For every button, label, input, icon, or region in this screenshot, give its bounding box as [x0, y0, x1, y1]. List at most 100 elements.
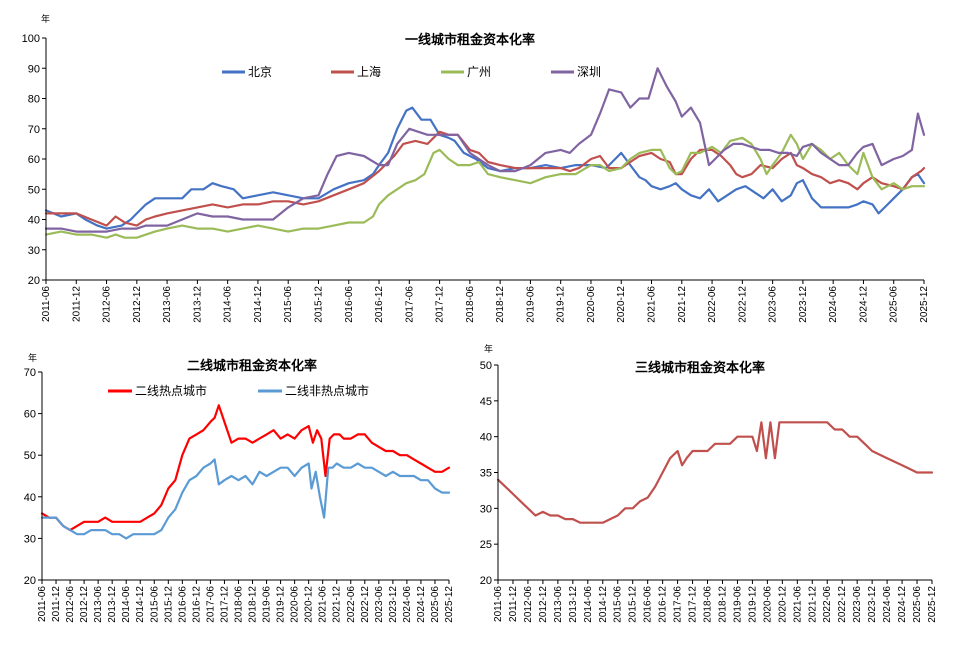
legend-label-beijing: 北京 [248, 65, 272, 79]
y-tick-label: 70 [24, 367, 36, 379]
x-tick-label: 2013-06 [553, 586, 564, 623]
y-tick-label: 25 [480, 539, 492, 551]
x-tick-label: 2021-12 [677, 286, 688, 323]
x-tick-label: 2022-06 [346, 586, 357, 623]
x-tick-label: 2011-12 [71, 286, 82, 322]
x-tick-label: 2021-12 [807, 586, 818, 623]
x-tick-label: 2018-12 [248, 586, 259, 623]
chart-3-series [496, 421, 934, 524]
y-tick-label: 90 [28, 63, 40, 75]
x-tick-label: 2019-12 [747, 586, 758, 623]
y-tick-label: 40 [24, 492, 36, 504]
legend-label-hot: 二线热点城市 [135, 383, 207, 398]
x-tick-label: 2012-12 [79, 586, 90, 623]
y-tick-label: 100 [22, 33, 40, 45]
x-tick-label: 2015-06 [283, 286, 294, 323]
x-tick-label: 2014-06 [121, 586, 132, 623]
x-tick-label: 2020-12 [616, 286, 627, 323]
x-tick-label: 2013-12 [568, 586, 579, 623]
x-tick-label: 2025-12 [927, 586, 938, 623]
chart-2-unit: 年 [28, 352, 37, 364]
x-tick-label: 2019-12 [556, 286, 567, 323]
series-line-c1-0 [44, 106, 926, 230]
x-tick-label: 2013-06 [93, 586, 104, 623]
x-tick-label: 2025-06 [912, 586, 923, 623]
y-tick-label: 35 [480, 468, 492, 480]
y-tick-label: 60 [28, 154, 40, 166]
x-tick-label: 2025-06 [889, 286, 900, 323]
x-tick-label: 2012-06 [102, 286, 113, 323]
x-tick-label: 2012-06 [523, 586, 534, 623]
x-tick-label: 2014-12 [253, 286, 264, 323]
x-tick-label: 2023-06 [852, 586, 863, 623]
x-tick-label: 2011-06 [37, 586, 48, 622]
x-tick-label: 2019-12 [276, 586, 287, 623]
y-tick-label: 20 [24, 575, 36, 587]
x-tick-label: 2024-12 [897, 586, 908, 623]
x-tick-label: 2016-12 [191, 586, 202, 623]
x-tick-label: 2022-06 [707, 286, 718, 323]
x-tick-label: 2023-06 [768, 286, 779, 323]
chart-2-x-ticks: 2011-06 2011-12 2012-06 2012-12 2013-06 2013-… [37, 580, 455, 623]
x-tick-label: 2021-12 [332, 586, 343, 623]
series-line-c3-0 [496, 421, 934, 524]
chart-2: 年 二线城市租金资本化率 20 30 40 50 60 70 2011-06 2011-12… [24, 352, 455, 623]
chart-1-unit: 年 [41, 13, 50, 25]
x-tick-label: 2023-06 [374, 586, 385, 623]
x-tick-label: 2022-12 [837, 586, 848, 623]
y-tick-label: 60 [24, 409, 36, 421]
x-tick-label: 2014-06 [223, 286, 234, 323]
x-tick-label: 2020-06 [290, 586, 301, 623]
x-tick-label: 2020-06 [762, 586, 773, 623]
chart-1-title: 一线城市租金资本化率 [405, 32, 535, 48]
x-tick-label: 2021-06 [318, 586, 329, 623]
x-tick-label: 2024-06 [828, 286, 839, 323]
x-tick-label: 2022-06 [822, 586, 833, 623]
x-tick-label: 2016-06 [177, 586, 188, 623]
series-line-c1-1 [44, 130, 926, 227]
x-tick-label: 2018-12 [717, 586, 728, 623]
y-tick-label: 30 [24, 533, 36, 545]
x-tick-label: 2016-06 [643, 586, 654, 623]
y-tick-label: 70 [28, 124, 40, 136]
x-tick-label: 2020-12 [777, 586, 788, 623]
chart-1-legend: 北京 上海 广州 深圳 [222, 64, 601, 79]
series-line-c2-1 [40, 458, 451, 540]
x-tick-label: 2024-06 [402, 586, 413, 623]
x-tick-label: 2022-12 [360, 586, 371, 623]
x-tick-label: 2024-06 [882, 586, 893, 623]
chart-1-x-ticks: 2011-06 2011-12 2012-06 2012-12 2013-06 2013-… [41, 280, 930, 323]
x-tick-label: 2016-12 [374, 286, 385, 323]
y-tick-label: 30 [28, 245, 40, 257]
x-tick-label: 2017-06 [404, 286, 415, 323]
x-tick-label: 2018-12 [495, 286, 506, 323]
x-tick-label: 2014-06 [583, 586, 594, 623]
y-tick-label: 40 [480, 432, 492, 444]
x-tick-label: 2020-12 [304, 586, 315, 623]
chart-2-series [40, 404, 451, 540]
x-tick-label: 2021-06 [792, 586, 803, 623]
x-tick-label: 2022-12 [737, 286, 748, 323]
x-tick-label: 2021-06 [647, 286, 658, 323]
x-tick-label: 2018-06 [465, 286, 476, 323]
x-tick-label: 2019-06 [262, 586, 273, 623]
legend-label-nonhot: 二线非热点城市 [285, 383, 369, 398]
x-tick-label: 2015-12 [628, 586, 639, 623]
x-tick-label: 2017-12 [435, 286, 446, 323]
x-tick-label: 2011-06 [41, 286, 52, 322]
x-tick-label: 2019-06 [525, 286, 536, 323]
chart-2-legend: 二线热点城市 二线非热点城市 [108, 383, 369, 398]
y-tick-label: 20 [28, 275, 40, 287]
x-tick-label: 2015-12 [313, 286, 324, 323]
chart-3-x-ticks: 2011-06 2011-12 2012-06 2012-12 2013-06 2013-… [493, 580, 938, 623]
x-tick-label: 2012-12 [538, 586, 549, 623]
x-tick-label: 2018-06 [233, 586, 244, 623]
chart-1: 年 一线城市租金资本化率 20 30 40 50 60 70 80 90 100 2011-06… [22, 13, 930, 323]
chart-1-y-ticks: 20 30 40 50 60 70 80 90 100 [22, 33, 46, 287]
x-tick-label: 2014-12 [135, 586, 146, 623]
chart-3-title: 三线城市租金资本化率 [635, 360, 765, 376]
x-tick-label: 2023-12 [867, 586, 878, 623]
x-tick-label: 2024-12 [858, 286, 869, 323]
x-tick-label: 2024-12 [416, 586, 427, 623]
x-tick-label: 2017-06 [205, 586, 216, 623]
